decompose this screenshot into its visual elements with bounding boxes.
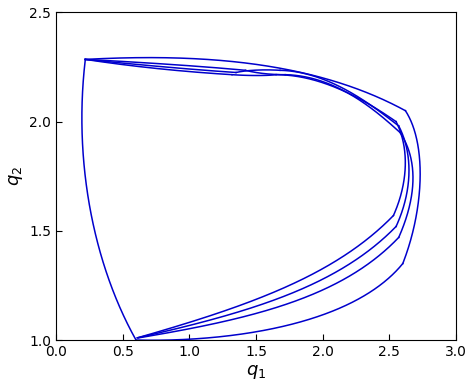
X-axis label: $q_1$: $q_1$: [246, 363, 266, 381]
Y-axis label: $q_2$: $q_2$: [7, 166, 25, 186]
